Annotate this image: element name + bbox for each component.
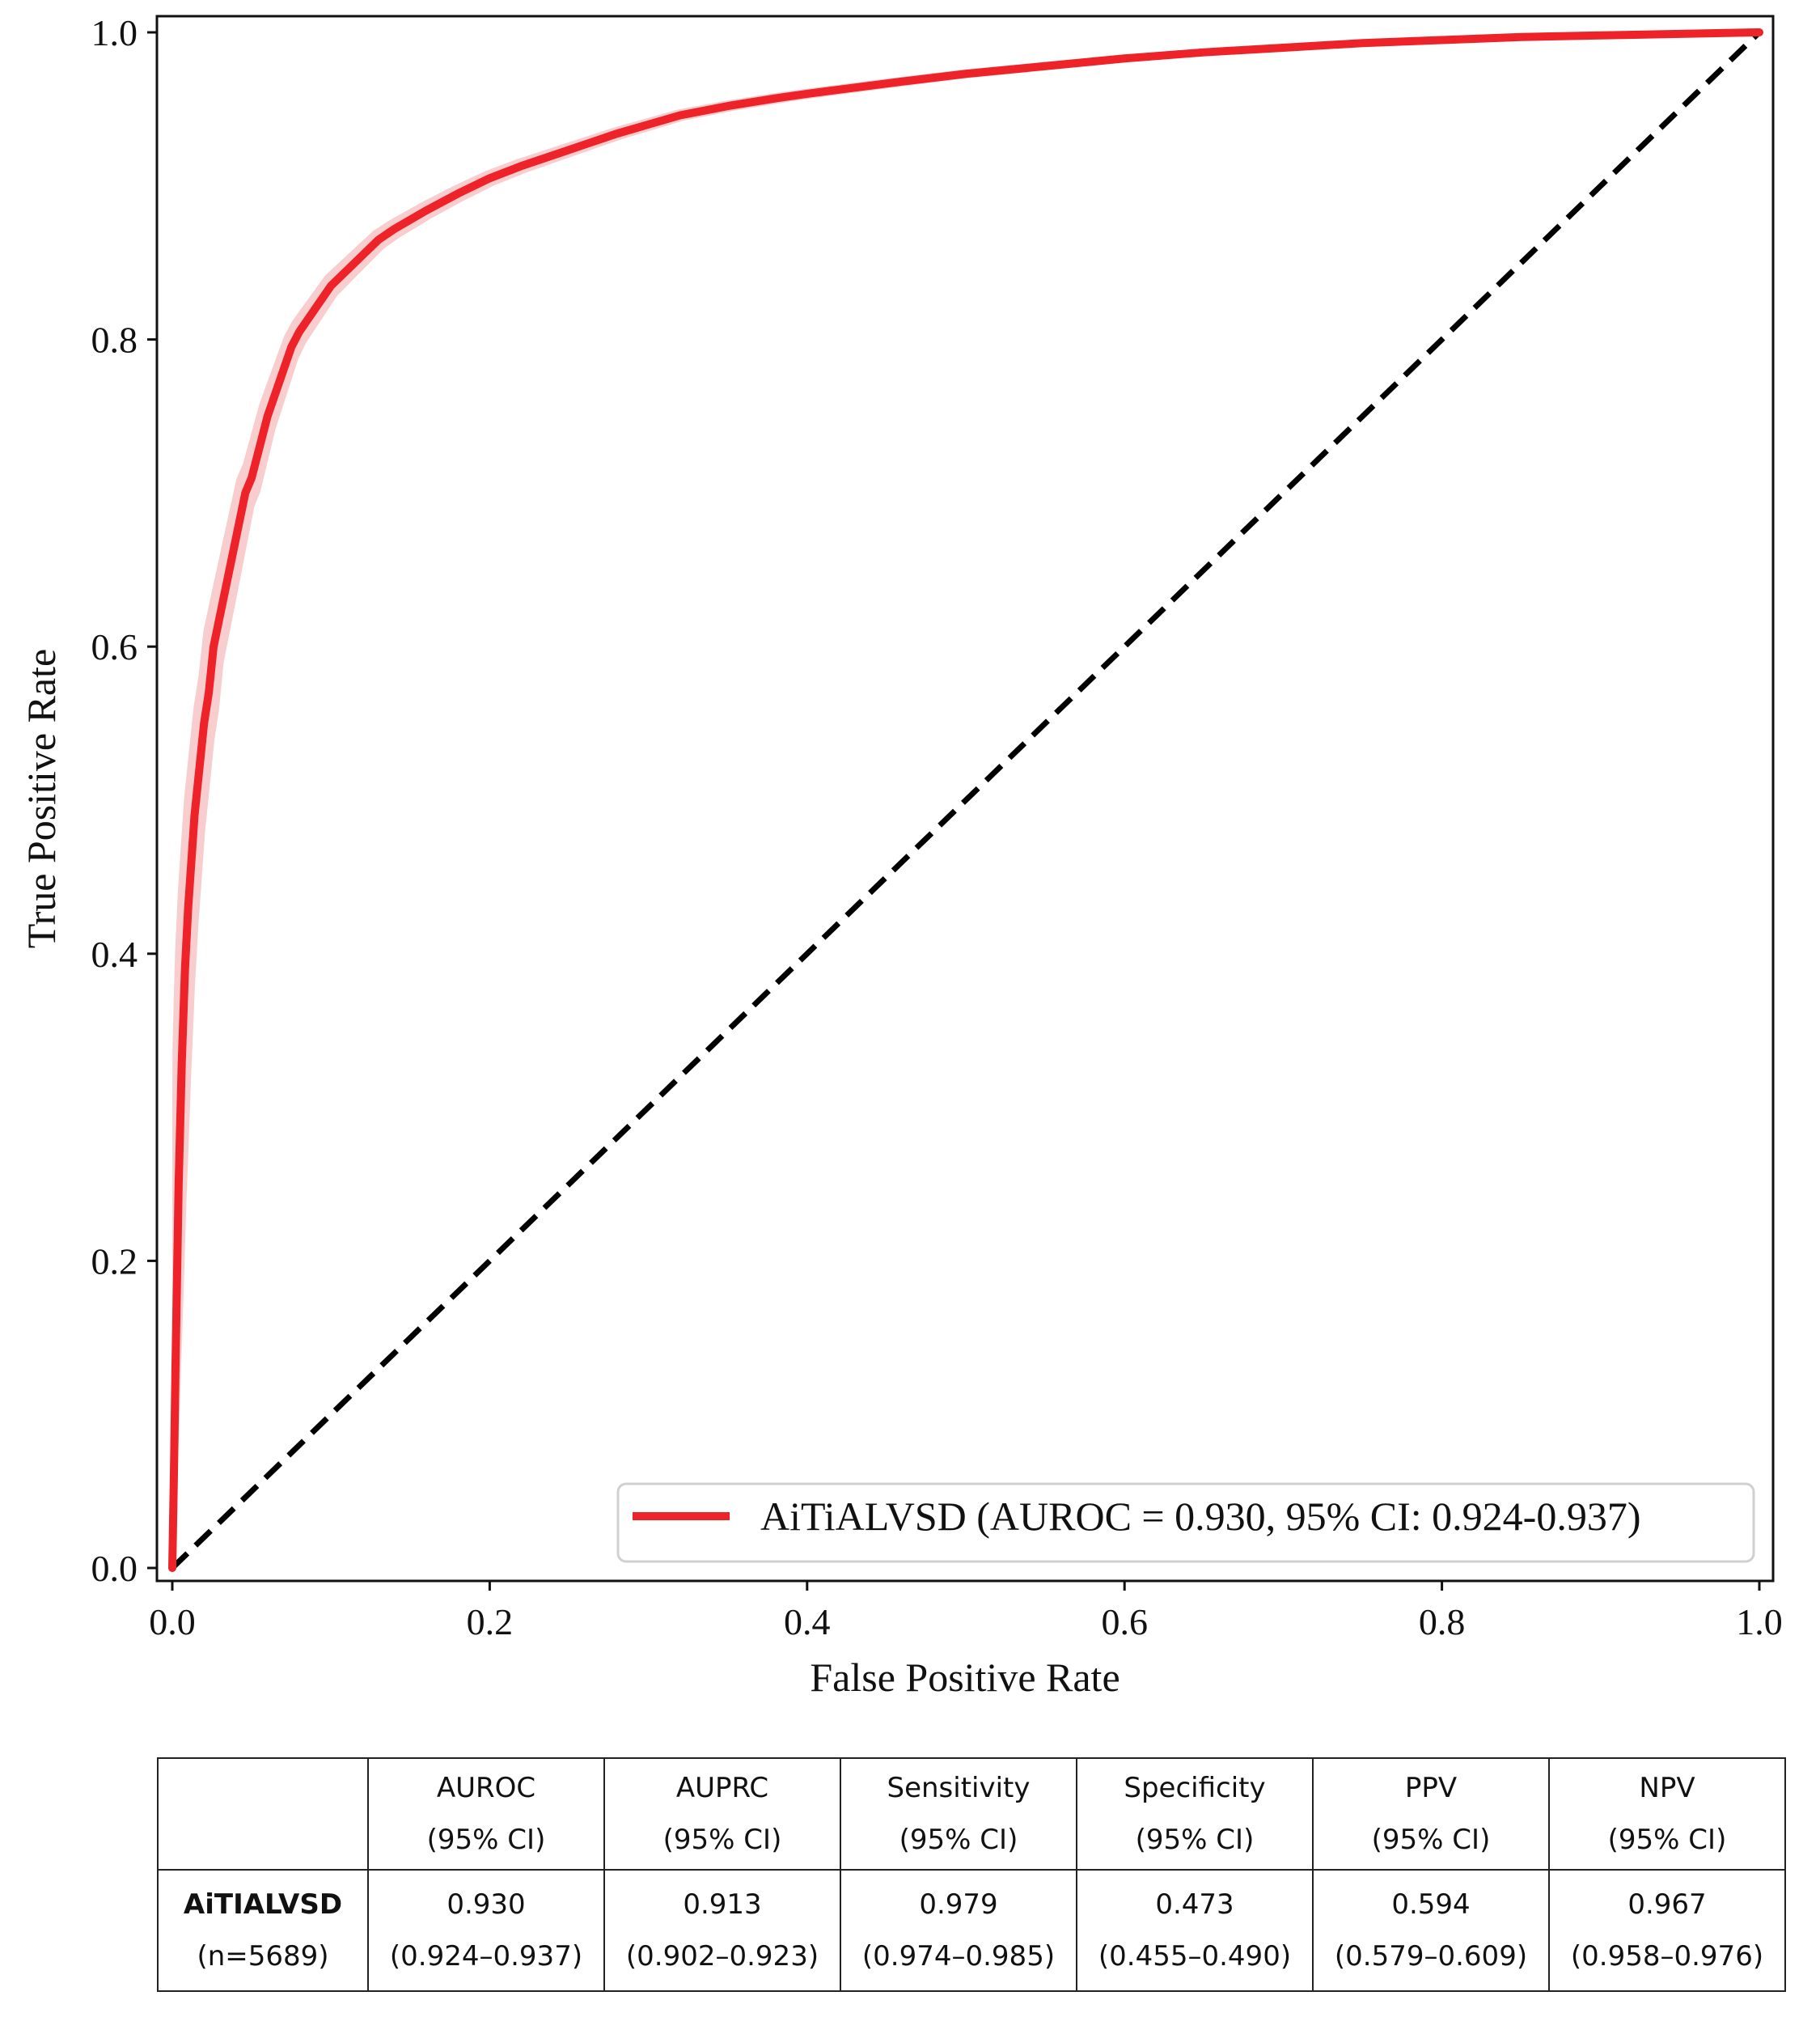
x-tick-label: 0.0 bbox=[149, 1601, 196, 1642]
header-metric-name: NPV bbox=[1639, 1772, 1695, 1804]
metric-value: 0.967 bbox=[1627, 1888, 1707, 1921]
metric-cell: 0.930 (0.924–0.937) bbox=[367, 1869, 605, 1992]
y-tick-label: 0.6 bbox=[91, 626, 138, 667]
y-axis-label: True Positive Rate bbox=[19, 649, 64, 948]
series-line-layer bbox=[168, 28, 1763, 1572]
roc-curve-line bbox=[168, 28, 1763, 1572]
table-header-cell: Specificity (95% CI) bbox=[1076, 1757, 1314, 1871]
metric-cell: 0.473 (0.455–0.490) bbox=[1076, 1869, 1314, 1992]
x-axis-label: False Positive Rate bbox=[810, 1655, 1120, 1700]
header-ci-label: (95% CI) bbox=[426, 1824, 546, 1856]
header-ci-label: (95% CI) bbox=[1607, 1824, 1727, 1856]
model-name: AiTIALVSD bbox=[183, 1888, 343, 1921]
header-metric-name: AUROC bbox=[436, 1772, 536, 1804]
sample-size: (n=5689) bbox=[197, 1940, 329, 1973]
table-header-cell: PPV (95% CI) bbox=[1312, 1757, 1550, 1871]
legend-label: AiTiALVSD (AUROC = 0.930, 95% CI: 0.924-… bbox=[760, 1494, 1640, 1539]
table-header-cell: NPV (95% CI) bbox=[1548, 1757, 1786, 1871]
legend-box bbox=[616, 1482, 1755, 1563]
y-tick-label: 0.0 bbox=[91, 1548, 138, 1589]
y-tick-label: 0.8 bbox=[91, 320, 138, 361]
header-metric-name: PPV bbox=[1404, 1772, 1458, 1804]
table-header-row: AUROC (95% CI) AUPRC (95% CI) Sensitivity (… bbox=[157, 1757, 1786, 1871]
metric-value: 0.979 bbox=[919, 1888, 998, 1921]
table-header-cell: AUROC (95% CI) bbox=[367, 1757, 605, 1871]
header-metric-name: AUPRC bbox=[675, 1772, 769, 1804]
header-ci-label: (95% CI) bbox=[1135, 1824, 1255, 1856]
header-ci-label: (95% CI) bbox=[899, 1824, 1018, 1856]
table-corner-cell bbox=[157, 1757, 369, 1871]
x-tick-label: 0.2 bbox=[467, 1601, 514, 1642]
metric-cell: 0.967 (0.958–0.976) bbox=[1548, 1869, 1786, 1992]
x-tick-label: 1.0 bbox=[1736, 1601, 1783, 1642]
plot-frame bbox=[155, 15, 1775, 1583]
table-row: AiTIALVSD (n=5689) 0.930 (0.924–0.937) 0.9… bbox=[157, 1869, 1786, 1992]
metric-value: 0.594 bbox=[1391, 1888, 1471, 1921]
header-ci-label: (95% CI) bbox=[662, 1824, 782, 1856]
model-cell: AiTIALVSD (n=5689) bbox=[157, 1869, 369, 1992]
y-axis-ticks: 0.0 0.2 0.4 0.6 0.8 1.0 bbox=[91, 12, 157, 1589]
header-metric-name: Specificity bbox=[1124, 1772, 1266, 1804]
metric-cell: 0.979 (0.974–0.985) bbox=[840, 1869, 1077, 1992]
roc-chart: 0.0 0.2 0.4 0.6 0.8 1.0 0.0 0.2 0.4 0.6 0.8 1.0 Fa… bbox=[19, 12, 1783, 1700]
x-tick-label: 0.8 bbox=[1419, 1601, 1466, 1642]
metric-ci: (0.958–0.976) bbox=[1570, 1940, 1764, 1973]
legend: AiTiALVSD (AUROC = 0.930, 95% CI: 0.924-… bbox=[616, 1482, 1755, 1563]
header-metric-name: Sensitivity bbox=[887, 1772, 1031, 1804]
metric-ci: (0.924–0.937) bbox=[389, 1940, 583, 1973]
x-tick-label: 0.6 bbox=[1101, 1601, 1148, 1642]
x-tick-label: 0.4 bbox=[784, 1601, 831, 1642]
y-tick-label: 1.0 bbox=[91, 12, 138, 53]
metric-cell: 0.594 (0.579–0.609) bbox=[1312, 1869, 1550, 1992]
chance-diagonal-line bbox=[170, 30, 1762, 1570]
metric-value: 0.930 bbox=[447, 1888, 526, 1921]
table-header-cell: Sensitivity (95% CI) bbox=[840, 1757, 1077, 1871]
table-header-cell: AUPRC (95% CI) bbox=[603, 1757, 841, 1871]
metrics-table: AUROC (95% CI) AUPRC (95% CI) Sensitivity (… bbox=[157, 1757, 1786, 1992]
y-tick-label: 0.4 bbox=[91, 934, 138, 975]
metric-ci: (0.974–0.985) bbox=[861, 1940, 1056, 1973]
metric-cell: 0.913 (0.902–0.923) bbox=[603, 1869, 841, 1992]
x-axis-ticks: 0.0 0.2 0.4 0.6 0.8 1.0 bbox=[149, 1581, 1783, 1642]
metric-value: 0.473 bbox=[1155, 1888, 1234, 1921]
metric-value: 0.913 bbox=[683, 1888, 762, 1921]
metric-ci: (0.579–0.609) bbox=[1334, 1940, 1528, 1973]
header-ci-label: (95% CI) bbox=[1371, 1824, 1491, 1856]
metric-ci: (0.902–0.923) bbox=[625, 1940, 819, 1973]
y-tick-label: 0.2 bbox=[91, 1240, 138, 1282]
metric-ci: (0.455–0.490) bbox=[1098, 1940, 1292, 1973]
